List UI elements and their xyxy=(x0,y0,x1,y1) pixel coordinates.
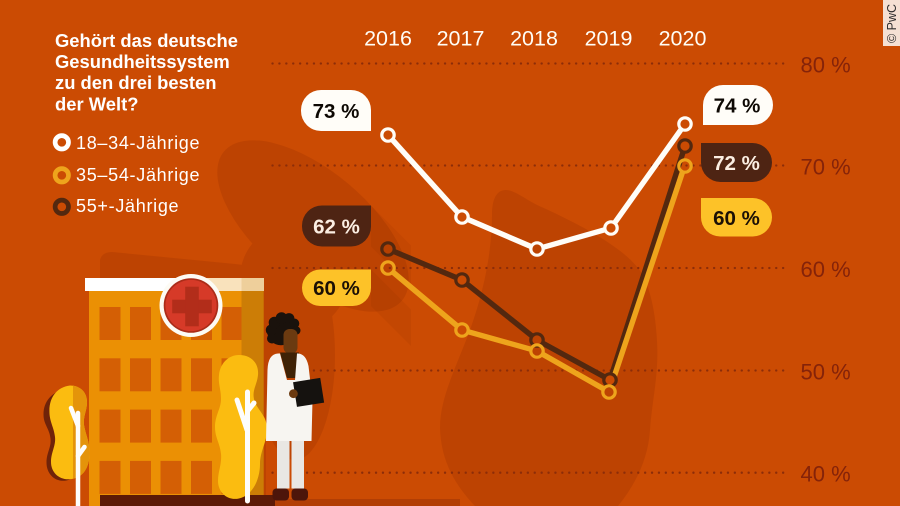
svg-text:2016: 2016 xyxy=(364,26,412,50)
svg-text:70 %: 70 % xyxy=(801,155,851,180)
svg-text:73 %: 73 % xyxy=(313,100,360,123)
svg-text:72 %: 72 % xyxy=(713,152,760,175)
svg-text:50 %: 50 % xyxy=(801,360,851,385)
svg-text:2019: 2019 xyxy=(585,26,633,50)
svg-text:zu den drei besten: zu den drei besten xyxy=(55,72,216,93)
svg-text:2020: 2020 xyxy=(659,26,707,50)
svg-text:Gesundheitssystem: Gesundheitssystem xyxy=(55,51,230,72)
svg-text:35–54-Jährige: 35–54-Jährige xyxy=(76,165,200,185)
svg-text:55+-Jährige: 55+-Jährige xyxy=(76,196,179,216)
svg-text:62 %: 62 % xyxy=(313,216,360,239)
svg-text:18–34-Jährige: 18–34-Jährige xyxy=(76,133,200,153)
svg-text:Gehört das deutsche: Gehört das deutsche xyxy=(55,30,238,51)
svg-text:60 %: 60 % xyxy=(801,257,851,282)
svg-text:40 %: 40 % xyxy=(801,462,851,487)
svg-text:74 %: 74 % xyxy=(714,95,761,118)
svg-text:© PwC: © PwC xyxy=(885,4,899,43)
svg-text:2017: 2017 xyxy=(437,26,485,50)
svg-text:der Welt?: der Welt? xyxy=(55,93,138,114)
svg-text:2018: 2018 xyxy=(510,26,558,50)
svg-text:60 %: 60 % xyxy=(313,277,360,300)
svg-text:80 %: 80 % xyxy=(801,53,851,78)
svg-text:60 %: 60 % xyxy=(713,207,760,230)
